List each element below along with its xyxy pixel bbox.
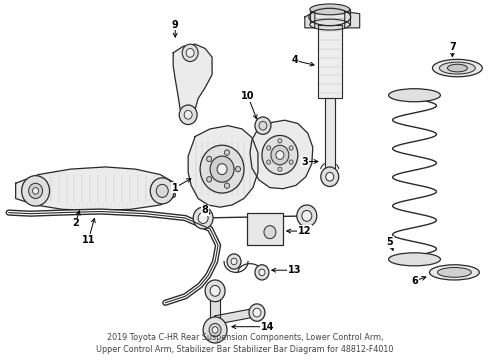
Circle shape bbox=[179, 105, 197, 125]
Text: 14: 14 bbox=[261, 322, 275, 332]
Text: 5: 5 bbox=[386, 237, 393, 247]
Polygon shape bbox=[16, 167, 175, 211]
Circle shape bbox=[278, 139, 282, 143]
Ellipse shape bbox=[389, 253, 441, 266]
Polygon shape bbox=[173, 44, 212, 118]
Ellipse shape bbox=[440, 62, 475, 74]
Bar bbox=[247, 213, 283, 245]
Circle shape bbox=[209, 323, 221, 337]
Circle shape bbox=[186, 49, 194, 57]
Ellipse shape bbox=[310, 19, 350, 30]
Text: 9: 9 bbox=[172, 19, 178, 30]
Circle shape bbox=[207, 177, 212, 182]
Text: 1: 1 bbox=[172, 183, 178, 193]
Circle shape bbox=[297, 205, 317, 227]
Circle shape bbox=[193, 207, 213, 229]
Polygon shape bbox=[305, 12, 315, 28]
Text: 10: 10 bbox=[241, 91, 255, 101]
Circle shape bbox=[150, 178, 174, 204]
Ellipse shape bbox=[438, 267, 471, 277]
Circle shape bbox=[224, 183, 229, 188]
Ellipse shape bbox=[433, 59, 482, 77]
Circle shape bbox=[326, 172, 334, 181]
Polygon shape bbox=[188, 126, 258, 207]
Circle shape bbox=[255, 265, 269, 280]
Ellipse shape bbox=[310, 4, 350, 15]
Circle shape bbox=[227, 254, 241, 269]
Circle shape bbox=[182, 44, 198, 62]
Polygon shape bbox=[345, 12, 360, 28]
Polygon shape bbox=[215, 308, 255, 324]
Circle shape bbox=[278, 167, 282, 171]
Circle shape bbox=[302, 211, 312, 221]
Circle shape bbox=[184, 111, 192, 119]
Ellipse shape bbox=[389, 89, 441, 102]
Circle shape bbox=[267, 146, 270, 150]
Circle shape bbox=[210, 285, 220, 296]
Circle shape bbox=[276, 150, 284, 159]
Circle shape bbox=[22, 176, 49, 206]
Text: 2: 2 bbox=[72, 219, 79, 229]
Circle shape bbox=[210, 156, 234, 182]
Circle shape bbox=[33, 188, 39, 194]
Circle shape bbox=[203, 317, 227, 343]
Text: 6: 6 bbox=[411, 276, 418, 286]
Circle shape bbox=[259, 269, 265, 276]
Circle shape bbox=[289, 146, 293, 150]
Polygon shape bbox=[325, 99, 335, 169]
Text: 12: 12 bbox=[298, 226, 312, 236]
Text: 13: 13 bbox=[288, 265, 302, 275]
Circle shape bbox=[289, 160, 293, 164]
Circle shape bbox=[224, 150, 229, 155]
Circle shape bbox=[262, 135, 298, 175]
Ellipse shape bbox=[447, 64, 467, 72]
Circle shape bbox=[249, 304, 265, 321]
Text: 4: 4 bbox=[292, 55, 298, 66]
Circle shape bbox=[271, 145, 289, 165]
Circle shape bbox=[217, 164, 227, 175]
Circle shape bbox=[259, 121, 267, 130]
Circle shape bbox=[212, 327, 218, 333]
Circle shape bbox=[267, 160, 270, 164]
Ellipse shape bbox=[429, 265, 479, 280]
Circle shape bbox=[200, 145, 244, 193]
Text: 11: 11 bbox=[82, 235, 95, 245]
Circle shape bbox=[264, 226, 276, 239]
Polygon shape bbox=[250, 120, 313, 189]
Circle shape bbox=[156, 184, 168, 197]
Circle shape bbox=[231, 258, 237, 265]
Polygon shape bbox=[210, 294, 220, 327]
Circle shape bbox=[321, 167, 339, 186]
Text: 2019 Toyota C-HR Rear Suspension Components, Lower Control Arm,
Upper Control Ar: 2019 Toyota C-HR Rear Suspension Compone… bbox=[97, 333, 393, 354]
Text: 3: 3 bbox=[301, 157, 308, 167]
Text: 8: 8 bbox=[202, 206, 209, 215]
Circle shape bbox=[253, 308, 261, 317]
Polygon shape bbox=[310, 9, 350, 24]
Circle shape bbox=[28, 183, 43, 198]
Text: 7: 7 bbox=[449, 42, 456, 53]
Circle shape bbox=[255, 117, 271, 134]
Circle shape bbox=[236, 166, 241, 172]
Circle shape bbox=[198, 213, 208, 224]
Circle shape bbox=[207, 156, 212, 162]
Circle shape bbox=[205, 280, 225, 302]
Polygon shape bbox=[318, 24, 342, 99]
